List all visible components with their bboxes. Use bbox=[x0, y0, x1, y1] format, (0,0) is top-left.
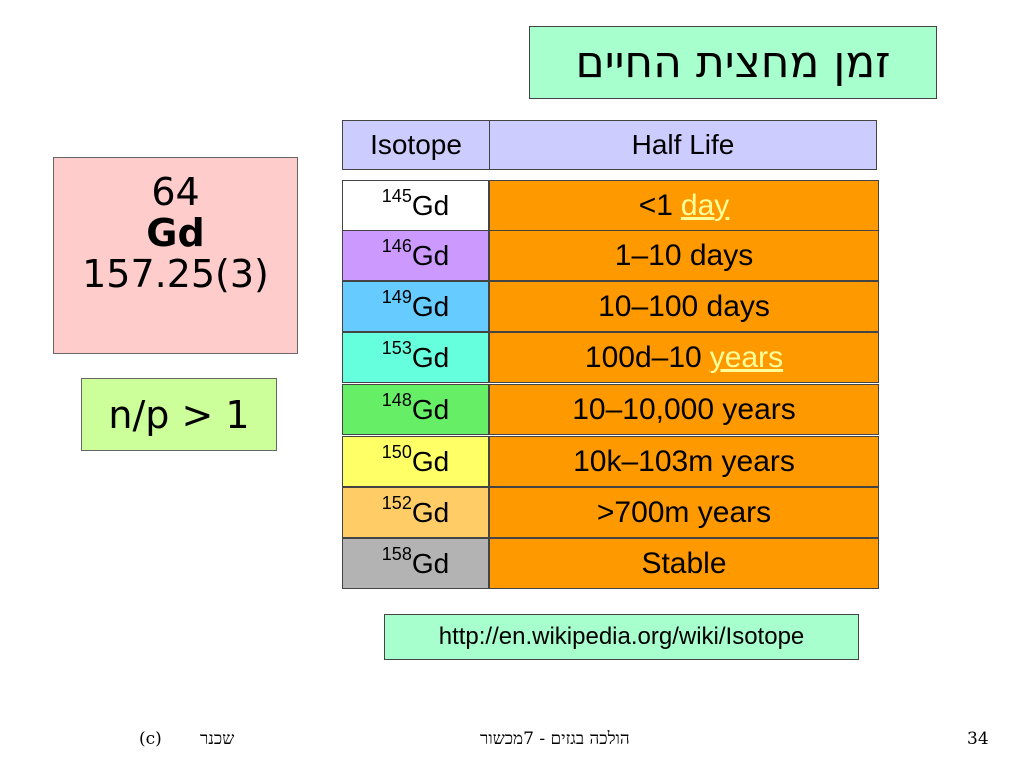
table-row: 149 Gd 10–100 days bbox=[342, 281, 879, 332]
mass-number: 153 bbox=[381, 338, 412, 358]
isotope-cell: 146 Gd bbox=[342, 230, 489, 281]
isotope-cell: 152 Gd bbox=[342, 487, 489, 538]
mass-number: 152 bbox=[381, 493, 412, 513]
source-link[interactable]: http://en.wikipedia.org/wiki/Isotope bbox=[384, 614, 859, 660]
element-card: 64 Gd 157.25(3) bbox=[53, 157, 298, 354]
half-life-text: <1 bbox=[638, 188, 673, 222]
isotope-cell: 148 Gd bbox=[342, 384, 489, 435]
half-life-text: >700m years bbox=[596, 495, 772, 529]
half-life-cell: 1–10 days bbox=[489, 230, 879, 281]
atomic-number: 64 bbox=[151, 170, 200, 214]
header-half-life: Half Life bbox=[489, 120, 877, 170]
isotope-symbol: Gd bbox=[411, 446, 450, 477]
table-row: 153 Gd 100d–10 years bbox=[342, 332, 879, 383]
neutron-proton-ratio: n/p > 1 bbox=[81, 378, 277, 451]
isotope-symbol: Gd bbox=[411, 240, 450, 271]
isotope-symbol: Gd bbox=[411, 497, 450, 528]
half-life-text: Stable bbox=[641, 546, 727, 580]
half-life-cell: 10–100 days bbox=[489, 281, 879, 332]
footer-course: הולכה בגזים - 7מכשור bbox=[480, 729, 630, 749]
atomic-mass: 157.25(3) bbox=[82, 252, 269, 297]
table-row: 148 Gd 10–10,000 years bbox=[342, 384, 879, 435]
element-symbol: Gd bbox=[146, 211, 205, 256]
mass-number: 145 bbox=[381, 186, 412, 206]
isotope-cell: 158 Gd bbox=[342, 538, 489, 589]
slide-title: זמן מחצית החיים bbox=[529, 26, 937, 99]
half-life-text: 10k–103m years bbox=[573, 444, 795, 478]
isotope-cell: 153 Gd bbox=[342, 332, 489, 383]
table-row: 152 Gd >700m years bbox=[342, 487, 879, 538]
footer-author: שכנר bbox=[200, 729, 235, 749]
half-life-text: 10–10,000 years bbox=[572, 392, 796, 426]
half-life-cell: 100d–10 years bbox=[489, 332, 879, 383]
half-life-text: 100d–10 bbox=[584, 340, 702, 374]
isotope-symbol: Gd bbox=[411, 291, 450, 322]
isotope-symbol: Gd bbox=[411, 548, 450, 579]
mass-number: 148 bbox=[381, 390, 412, 410]
mass-number: 146 bbox=[381, 236, 412, 256]
page-number: 34 bbox=[967, 729, 989, 749]
isotope-symbol: Gd bbox=[411, 342, 450, 373]
isotope-cell: 145 Gd bbox=[342, 180, 489, 231]
isotope-cell: 149 Gd bbox=[342, 281, 489, 332]
mass-number: 158 bbox=[381, 544, 412, 564]
half-life-cell: >700m years bbox=[489, 487, 879, 538]
header-isotope: Isotope bbox=[342, 120, 490, 170]
half-life-link[interactable]: day bbox=[680, 188, 730, 222]
mass-number: 149 bbox=[381, 287, 412, 307]
table-row: 150 Gd 10k–103m years bbox=[342, 436, 879, 487]
isotope-symbol: Gd bbox=[411, 190, 450, 221]
footer-copyright: (c) bbox=[139, 729, 162, 749]
table-row: 145 Gd <1 day bbox=[342, 180, 879, 231]
half-life-cell: <1 day bbox=[489, 180, 879, 231]
table-row: 146 Gd 1–10 days bbox=[342, 230, 879, 281]
isotope-symbol: Gd bbox=[411, 394, 450, 425]
half-life-cell: 10k–103m years bbox=[489, 436, 879, 487]
half-life-text: 10–100 days bbox=[598, 289, 770, 323]
half-life-cell: Stable bbox=[489, 538, 879, 589]
half-life-link[interactable]: years bbox=[709, 340, 784, 374]
half-life-cell: 10–10,000 years bbox=[489, 384, 879, 435]
mass-number: 150 bbox=[381, 442, 412, 462]
isotope-cell: 150 Gd bbox=[342, 436, 489, 487]
half-life-text: 1–10 days bbox=[614, 238, 754, 272]
table-row: 158 Gd Stable bbox=[342, 538, 879, 589]
